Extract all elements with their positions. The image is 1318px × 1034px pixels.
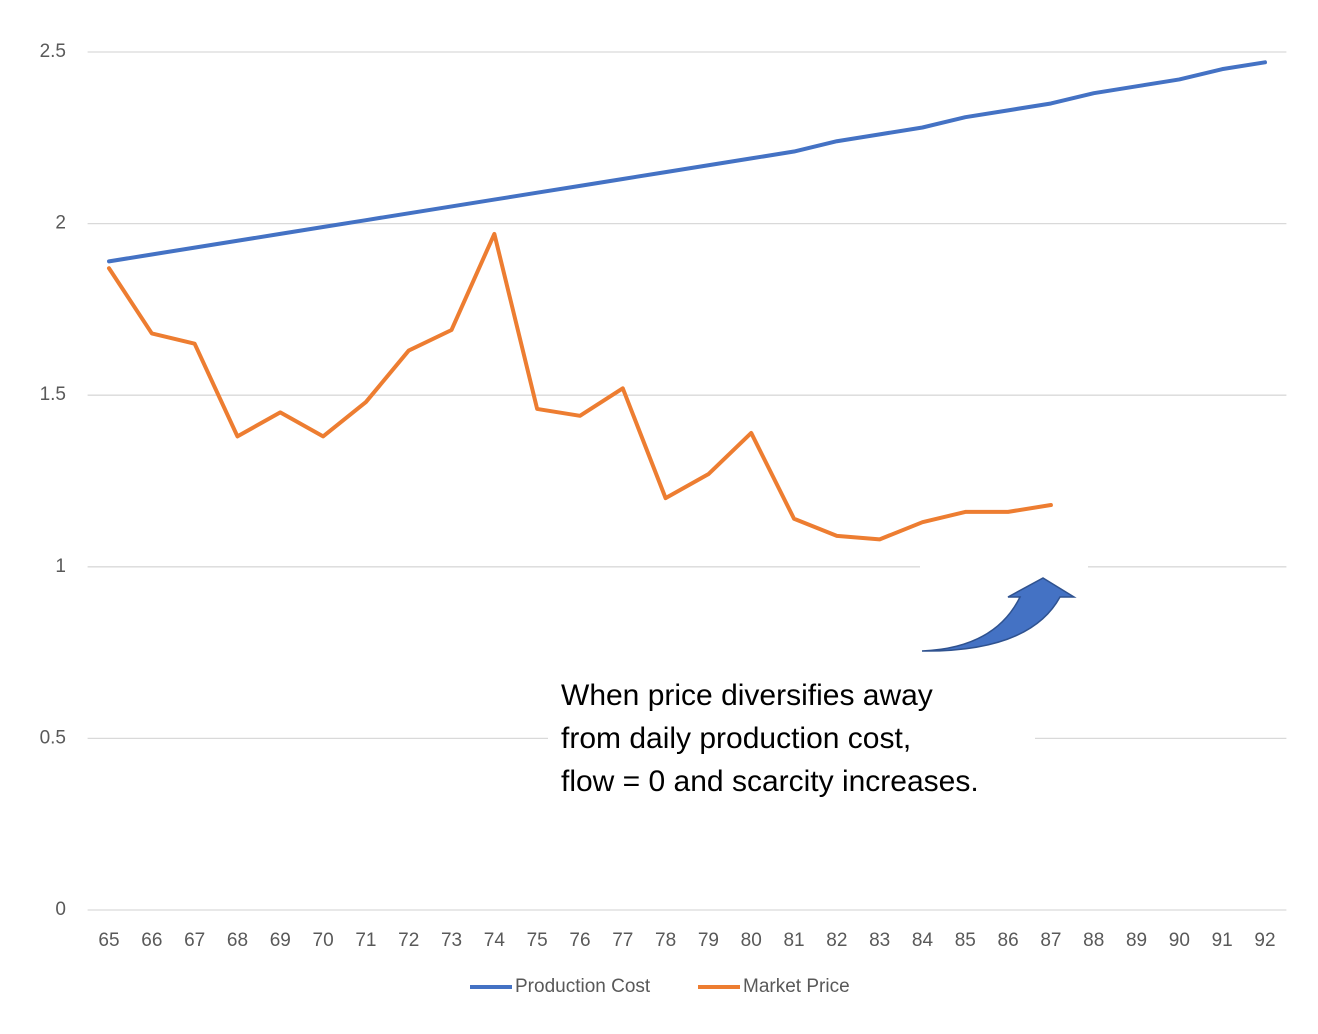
x-tick-label: 81 — [783, 930, 804, 951]
y-tick-label: 1.5 — [40, 384, 66, 405]
x-tick-label: 83 — [869, 930, 890, 951]
annotation-backdrop — [548, 650, 1035, 800]
y-tick-label: 2 — [55, 213, 66, 234]
x-tick-label: 88 — [1083, 930, 1104, 951]
y-tick-label: 0.5 — [40, 727, 66, 748]
x-tick-label: 89 — [1126, 930, 1147, 951]
series-line — [107, 60, 1267, 264]
legend-label: Production Cost — [515, 976, 651, 997]
x-tick-label: 84 — [912, 930, 934, 951]
grid — [87, 51, 1287, 911]
x-tick-label: 90 — [1169, 930, 1190, 951]
x-tick-label: 78 — [655, 930, 676, 951]
x-tick-label: 85 — [955, 930, 976, 951]
x-tick-label: 86 — [998, 930, 1019, 951]
y-tick-label: 2.5 — [40, 41, 66, 62]
x-tick-label: 65 — [98, 930, 119, 951]
x-tick-label: 87 — [1040, 930, 1061, 951]
x-tick-label: 77 — [612, 930, 633, 951]
x-tick-label: 75 — [527, 930, 548, 951]
x-tick-label: 70 — [313, 930, 334, 951]
annotation: When price diversifies away from daily p… — [561, 679, 979, 798]
x-tick-label: 91 — [1212, 930, 1233, 951]
x-tick-label: 92 — [1254, 930, 1275, 951]
x-tick-label: 80 — [741, 930, 762, 951]
y-tick-label: 1 — [55, 556, 66, 577]
annotation-line: When price diversifies away — [561, 679, 933, 712]
plot: 0 0.5 1 1.5 2 2.5 65 66 67 68 69 70 71 72 73 74 75 76 77 78… — [40, 41, 1276, 997]
x-tick-label: 72 — [398, 930, 419, 951]
x-tick-label: 71 — [355, 930, 376, 951]
x-tick-label: 73 — [441, 930, 462, 951]
x-tick-label: 69 — [270, 930, 291, 951]
x-tick-label: 74 — [484, 930, 506, 951]
annotation-line: flow = 0 and scarcity increases. — [561, 765, 979, 798]
x-tick-label: 68 — [227, 930, 248, 951]
x-tick-label: 66 — [141, 930, 162, 951]
annotation-line: from daily production cost, — [561, 722, 911, 755]
x-tick-label: 82 — [826, 930, 847, 951]
arrow — [921, 577, 1077, 652]
x-tick-label: 76 — [569, 930, 590, 951]
series-line — [107, 231, 1053, 542]
x-tick-label: 79 — [698, 930, 719, 951]
x-tick-label: 67 — [184, 930, 205, 951]
legend-label: Market Price — [743, 976, 850, 997]
y-tick-label: 0 — [55, 899, 66, 920]
